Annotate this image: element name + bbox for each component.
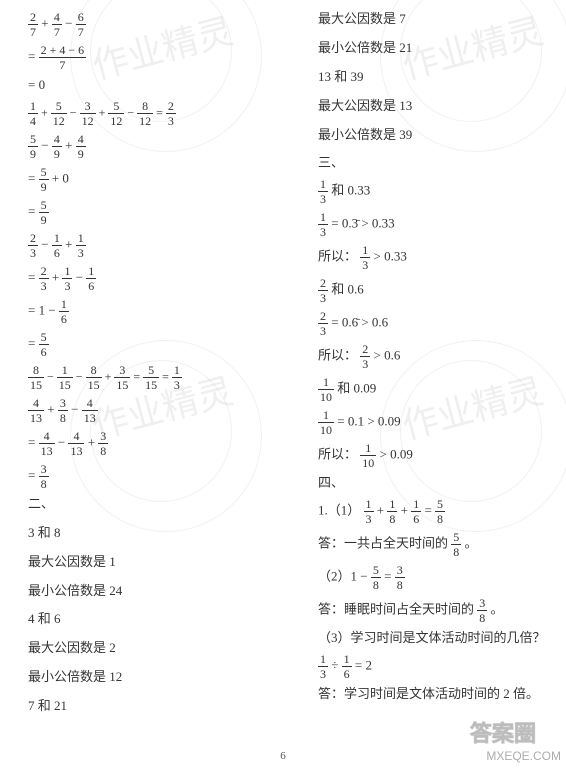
expr: 815 − 115 − 815 + 315 = 515 = 13 (28, 364, 258, 391)
text: 最小公倍数是 39 (318, 127, 548, 144)
expr: 110 和 0.09 (318, 376, 548, 403)
text: 7 和 21 (28, 698, 258, 715)
expr: 所以： 23 > 0.6 (318, 343, 548, 370)
answer: 答：睡眠时间占全天时间的 38 。 (318, 597, 548, 624)
expr: = 1 − 16 (28, 298, 258, 325)
expr: = 2 + 4 − 67 (28, 44, 258, 71)
text: 最大公因数是 1 (28, 554, 258, 571)
text: 最大公因数是 2 (28, 640, 258, 657)
expr: = 38 (28, 463, 258, 490)
expr: = 413 − 413 + 38 (28, 430, 258, 457)
section-heading: 二、 (28, 496, 258, 513)
expr: 13 和 0.33 (318, 178, 548, 205)
expr: 1.（1） 13 + 18 + 16 = 58 (318, 498, 548, 525)
text: 最小公倍数是 24 (28, 583, 258, 600)
expr: 13 ÷ 16 = 2 (318, 653, 548, 680)
section-heading: 三、 (318, 155, 548, 172)
expr: = 59 + 0 (28, 166, 258, 193)
section-heading: 四、 (318, 475, 548, 492)
expr: 23 − 16 + 13 (28, 232, 258, 259)
expr: = 0 (28, 77, 258, 94)
expr: = 56 (28, 331, 258, 358)
expr: 59 − 49 + 49 (28, 133, 258, 160)
expr: = 23 + 13 − 16 (28, 265, 258, 292)
text: 最大公因数是 13 (318, 98, 548, 115)
expr: 110 = 0.1 > 0.09 (318, 409, 548, 436)
text: 3 和 8 (28, 525, 258, 542)
expr: 413 + 38 − 413 (28, 397, 258, 424)
answer: 答：一共占全天时间的 58 。 (318, 531, 548, 558)
question: （3）学习时间是文体活动时间的几倍？ (318, 630, 548, 647)
left-column: 27 + 47 − 67 = 2 + 4 − 67 = 0 14 + 512 −… (28, 8, 258, 718)
content: 27 + 47 − 67 = 2 + 4 − 67 = 0 14 + 512 −… (0, 0, 566, 718)
text: 13 和 39 (318, 69, 548, 86)
expr: 23 = 0.6̄ > 0.6 (318, 310, 548, 337)
expr: （2）1 − 58 = 38 (318, 564, 548, 591)
answer: 答：学习时间是文体活动时间的 2 倍。 (318, 686, 548, 703)
expr: 14 + 512 − 312 + 512 − 812 = 23 (28, 100, 258, 127)
right-column: 最大公因数是 7 最小公倍数是 21 13 和 39 最大公因数是 13 最小公… (318, 8, 548, 718)
expr: 27 + 47 − 67 (28, 11, 258, 38)
corner-watermark: MXEQE.COM (486, 749, 561, 763)
expr: 所以： 13 > 0.33 (318, 244, 548, 271)
text: 最小公倍数是 12 (28, 669, 258, 686)
text: 4 和 6 (28, 611, 258, 628)
text: 最大公因数是 7 (318, 11, 548, 28)
expr: 所以： 110 > 0.09 (318, 442, 548, 469)
ghost-watermark: 答案圈 (470, 716, 536, 748)
page-number: 6 (280, 750, 286, 762)
expr: 13 = 0.3̄ > 0.33 (318, 211, 548, 238)
expr: = 59 (28, 199, 258, 226)
text: 最小公倍数是 21 (318, 40, 548, 57)
expr: 23 和 0.6 (318, 277, 548, 304)
